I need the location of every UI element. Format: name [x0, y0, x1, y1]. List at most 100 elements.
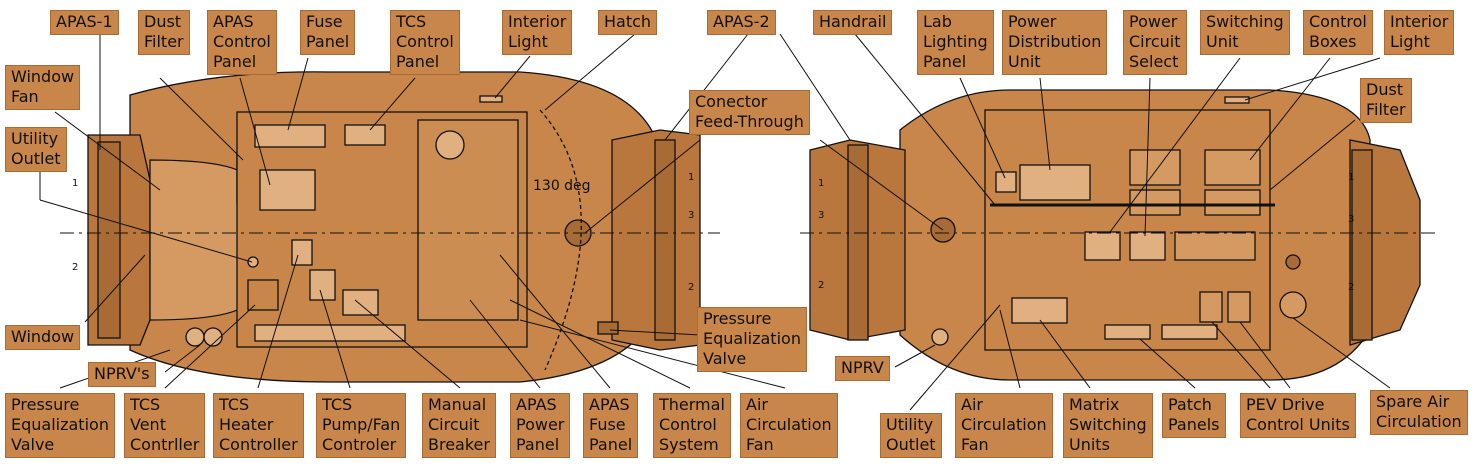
label-line: Filter: [144, 32, 184, 51]
leader-air-circ-right: [999, 309, 1021, 389]
label-line: Spare Air: [1376, 392, 1450, 411]
label-line: APAS-2: [713, 12, 770, 31]
label-tcs-control-panel: TCS Control Panel: [390, 10, 460, 75]
label-line: Circulation: [746, 415, 832, 434]
tcs-pump-box: [309, 269, 336, 301]
label-dust-filter-right: Dust Filter: [1360, 78, 1412, 123]
leader-apas2-a: [664, 33, 749, 141]
label-apas-control-panel: APAS Control Panel: [207, 10, 277, 75]
nprv-left-b: [203, 327, 223, 347]
label-line: Lighting: [923, 32, 988, 51]
label-switching-unit: Switching Unit: [1200, 10, 1290, 55]
label-spare-air-circulation: Spare Air Circulation: [1370, 390, 1468, 435]
power-distribution-box: [1019, 164, 1091, 201]
label-line: PEV Drive: [1246, 395, 1325, 414]
leader-pev-b: [1239, 321, 1291, 389]
leader-tcs-panel: [369, 77, 416, 131]
label-line: TCS: [130, 395, 161, 414]
label-patch-panels: Patch Panels: [1162, 393, 1226, 438]
label-line: APAS: [213, 12, 254, 31]
leader-dust-filter-right: [1269, 119, 1356, 191]
label-line: Utility: [886, 415, 934, 434]
label-line: Vent: [130, 415, 166, 434]
label-line: Panels: [1168, 415, 1220, 434]
label-line: Valve: [11, 435, 55, 454]
pev-unit-a: [1199, 291, 1223, 323]
leader-tcs-heater: [257, 254, 299, 389]
label-line: Air: [961, 395, 983, 414]
label-manual-circuit-breaker: Manual Circuit Breaker: [422, 393, 496, 458]
label-line: Feed-Through: [695, 112, 804, 131]
label-nprv: NPRV: [835, 356, 890, 381]
leader-nprv: [894, 344, 936, 368]
label-line: Boxes: [1309, 32, 1357, 51]
label-line: Circuit: [1129, 32, 1181, 51]
label-line: Unit: [1008, 52, 1041, 71]
port-number: 1: [72, 178, 78, 189]
port-number: 3: [688, 210, 694, 221]
label-line: Fan: [11, 87, 39, 106]
label-line: Circulation: [961, 415, 1047, 434]
leader-utility-left-b: [39, 199, 253, 263]
control-box-2: [1204, 149, 1261, 186]
leader-manual-breaker: [354, 299, 461, 389]
left-hatch-arc: [539, 109, 582, 371]
label-line: Fuse: [306, 12, 343, 31]
apas-control-panel-box: [259, 169, 316, 211]
right-module: [809, 89, 1421, 381]
label-tcs-vent-controller: TCS Vent Contrller: [124, 393, 206, 458]
label-nprvs: NPRV's: [88, 362, 156, 387]
label-line: Fan: [746, 435, 774, 454]
label-tcs-pump-fan-controller: TCS Pump/Fan Controler: [316, 393, 407, 458]
leader-handrail: [854, 33, 996, 206]
right-interior-light: [1224, 96, 1250, 104]
label-apas2: APAS-2: [707, 10, 776, 35]
leader-interior-light-right: [1244, 57, 1381, 101]
leader-tcs-vent: [164, 304, 256, 389]
label-utility-outlet-left: Utility Outlet: [5, 127, 67, 172]
leader-interior-light: [494, 55, 531, 99]
left-module: [87, 71, 701, 383]
tcs-vent-box: [247, 279, 279, 311]
label-line: Lab: [923, 12, 952, 31]
left-window-cone: [149, 159, 251, 321]
tcs-heater-box: [291, 239, 313, 266]
label-pev-drive-control-units: PEV Drive Control Units: [1240, 393, 1356, 438]
label-line: Control: [396, 32, 454, 51]
nprv-right: [931, 328, 949, 346]
leader-apas2-b: [779, 33, 851, 141]
leader-control-boxes: [1249, 57, 1331, 161]
leader-fuse-panel: [287, 57, 309, 131]
label-line: Pump/Fan: [322, 415, 401, 434]
label-line: Controller: [219, 435, 298, 454]
leader-window-fan: [54, 111, 161, 191]
label-line: TCS: [219, 395, 250, 414]
port-number: 1: [1348, 172, 1354, 183]
leader-matrix: [1039, 319, 1091, 389]
label-line: Controler: [322, 435, 397, 454]
manual-breaker-box: [342, 289, 379, 316]
label-line: Fan: [961, 435, 989, 454]
leader-air-circ-left: [519, 319, 786, 389]
leader-tcs-pump: [319, 289, 351, 389]
label-line: Matrix: [1069, 395, 1120, 414]
label-window-fan: Window Fan: [5, 65, 81, 110]
leader-dust-filter: [159, 77, 244, 161]
leader-utility-right: [909, 304, 1001, 411]
label-line: Valve: [703, 349, 747, 368]
label-line: Handrail: [819, 12, 887, 31]
label-line: Units: [1069, 435, 1110, 454]
leader-spare-air: [1292, 317, 1391, 389]
power-circuit-select-box: [1129, 231, 1166, 261]
port-numbers: 1 2 1 3 2 1 3 2 1 3 2: [72, 172, 1354, 293]
label-line: APAS: [589, 395, 630, 414]
leader-thermal: [509, 299, 691, 389]
label-line: Control: [659, 415, 717, 434]
label-line: Thermal: [659, 395, 725, 414]
label-line: NPRV's: [94, 364, 150, 383]
label-line: NPRV: [841, 358, 884, 377]
leader-connector-a: [584, 139, 701, 234]
label-apas-fuse-panel: APAS Fuse Panel: [583, 393, 639, 458]
label-line: Light: [1390, 32, 1430, 51]
label-power-distribution-unit: Power Distribution Unit: [1002, 10, 1108, 75]
